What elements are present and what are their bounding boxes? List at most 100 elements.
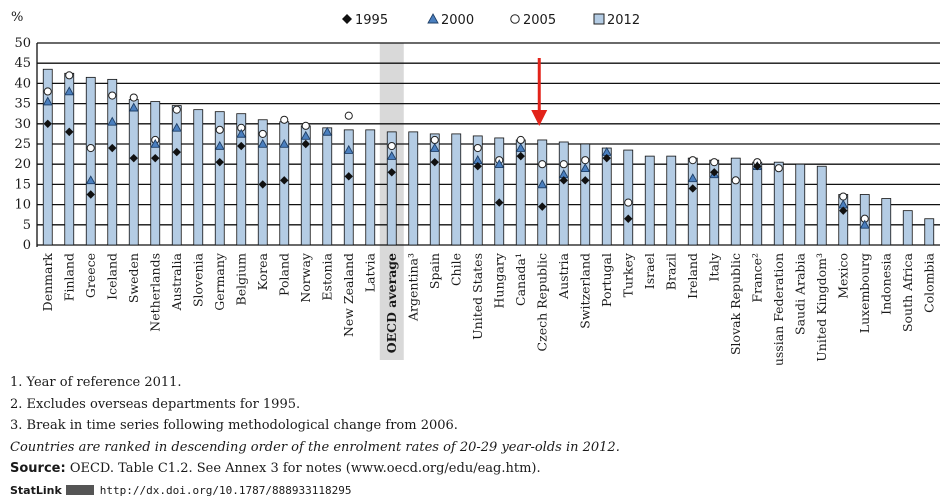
bar-2012 [151, 102, 160, 245]
x-tick-label: Chile [448, 253, 463, 286]
bar-2012 [774, 162, 783, 245]
chart-notes: 1. Year of reference 2011. 2. Excludes o… [10, 372, 940, 501]
x-tick-label: Slovak Republic [728, 253, 743, 355]
bar-2012 [409, 132, 418, 245]
x-tick-label: OECD average [384, 253, 399, 353]
x-tick-label: Israel [642, 253, 657, 289]
legend-label-1995: 1995 [355, 13, 388, 28]
point-2005 [711, 159, 718, 166]
x-tick-label: Spain [427, 253, 442, 289]
point-2005 [281, 116, 288, 123]
point-2005 [689, 157, 696, 164]
y-tick-label: 40 [14, 76, 31, 91]
note-3: 3. Break in time series following method… [10, 415, 940, 437]
legend-label-2005: 2005 [523, 13, 556, 28]
point-2005 [173, 106, 180, 113]
legend-label-2000: 2000 [441, 13, 474, 28]
point-2005 [732, 177, 739, 184]
bar-2012 [882, 199, 891, 245]
x-tick-label: Slovenia [190, 252, 205, 307]
point-2005 [66, 72, 73, 79]
x-tick-label: Australia [169, 252, 184, 311]
legend-marker-2000 [428, 14, 438, 23]
x-tick-label: Latvia [362, 252, 377, 292]
x-tick-label: Italy [706, 252, 721, 281]
point-2005 [431, 136, 438, 143]
bar-2012 [65, 73, 74, 245]
point-2005 [474, 144, 481, 151]
point-2005 [44, 88, 51, 95]
bar-2012 [624, 150, 633, 245]
legend-marker-2005 [511, 15, 520, 24]
y-axis-label: % [11, 10, 23, 25]
bar-2012 [688, 158, 697, 245]
x-tick-label: Argentina³ [405, 253, 420, 322]
bar-2012 [667, 156, 676, 245]
x-tick-label: Turkey [620, 252, 635, 297]
x-tick-label: Belgium [233, 253, 248, 306]
note-2: 2. Excludes overseas departments for 199… [10, 394, 940, 416]
bar-2012 [43, 69, 52, 245]
x-tick-label: South Africa [900, 252, 915, 332]
point-2005 [109, 92, 116, 99]
x-tick-label: Germany [212, 252, 227, 311]
bar-2012 [538, 140, 547, 245]
x-tick-label: Saudi Arabia [792, 252, 807, 334]
x-tick-label: United Kingdom³ [814, 253, 829, 362]
x-tick-label: Portugal [599, 253, 614, 307]
bar-2012 [753, 162, 762, 245]
bar-2012 [366, 130, 375, 245]
bar-2012 [86, 77, 95, 245]
point-2005 [388, 142, 395, 149]
statlink-url[interactable]: http://dx.doi.org/10.1787/888933118295 [100, 484, 352, 497]
x-tick-label: Russian Federation [771, 253, 786, 365]
y-tick-label: 10 [14, 198, 31, 213]
x-tick-label: Greece [83, 253, 98, 298]
bar-2012 [645, 156, 654, 245]
bar-2012 [817, 166, 826, 245]
point-2005 [840, 193, 847, 200]
x-tick-label: Switzerland [577, 253, 592, 329]
bar-2012 [796, 164, 805, 245]
x-tick-label: Poland [276, 253, 291, 296]
x-tick-label: Sweden [126, 253, 141, 303]
bar-2012 [903, 211, 912, 245]
x-tick-label: Norway [298, 252, 313, 303]
x-tick-label: United States [470, 253, 485, 340]
x-tick-label: Hungary [491, 252, 506, 308]
x-tick-label: Korea [255, 252, 270, 290]
point-2005 [625, 199, 632, 206]
y-tick-label: 20 [14, 157, 31, 172]
bar-2012 [108, 79, 117, 245]
x-tick-label: Czech Republic [534, 253, 549, 351]
legend-marker-2012 [594, 14, 604, 24]
bar-2012 [495, 138, 504, 245]
x-tick-label: Indonesia [878, 252, 893, 314]
point-2005 [775, 165, 782, 172]
ranking-note: Countries are ranked in descending order… [10, 437, 940, 459]
y-tick-label: 25 [14, 137, 31, 152]
x-tick-label: Denmark [40, 253, 55, 312]
x-tick-label: Ireland [685, 253, 700, 299]
point-2005 [87, 144, 94, 151]
bar-2012 [731, 158, 740, 245]
bar-2012 [925, 219, 934, 245]
point-2005 [517, 136, 524, 143]
y-tick-label: 50 [14, 36, 31, 51]
y-tick-label: 30 [14, 117, 31, 132]
point-2005 [259, 130, 266, 137]
point-2005 [582, 157, 589, 164]
x-tick-label: Finland [61, 253, 76, 301]
point-2005 [216, 126, 223, 133]
point-2005 [539, 161, 546, 168]
point-2005 [130, 94, 137, 101]
x-tick-label: New Zealand [341, 253, 356, 337]
source-label: Source: [10, 461, 66, 476]
bar-2012 [194, 110, 203, 245]
bar-2012 [559, 142, 568, 245]
note-1: 1. Year of reference 2011. [10, 372, 940, 394]
point-2005 [560, 161, 567, 168]
